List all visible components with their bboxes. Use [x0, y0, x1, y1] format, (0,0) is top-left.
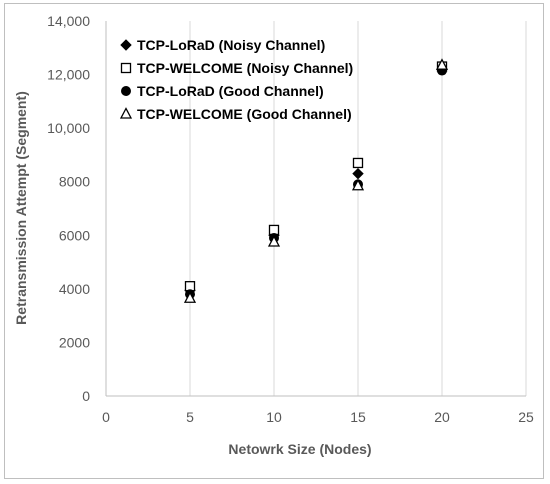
legend-marker: [120, 62, 132, 74]
y-axis-title: Retransmission Attempt (Segment): [13, 91, 29, 325]
x-tick-label: 20: [434, 409, 450, 425]
data-point: [351, 178, 365, 191]
y-tick-label: 4000: [59, 281, 90, 297]
y-tick-label: 12,000: [47, 67, 90, 83]
legend-label: TCP-WELCOME (Noisy Channel): [137, 60, 353, 76]
grid-lines: [189, 21, 527, 396]
y-tick-label: 8000: [59, 174, 90, 190]
x-tick-label: 10: [266, 409, 282, 425]
data-point: [267, 235, 281, 247]
x-axis-title: Netowrk Size (Nodes): [228, 441, 371, 457]
legend-label: TCP-WELCOME (Good Channel): [137, 106, 352, 122]
y-tick-label: 0: [82, 388, 90, 404]
legend-marker: [119, 107, 133, 119]
legend-label: TCP-LoRaD (Noisy Channel): [137, 37, 325, 53]
legend-marker: [120, 39, 132, 51]
data-point: [183, 291, 197, 303]
data-point: [352, 157, 364, 169]
tick-labels: 0 5 10 15 20 25 0 2000 4000 6000 8000 10,000 12,000 1…: [47, 13, 534, 425]
x-tick-label: 25: [518, 409, 534, 425]
y-tick-label: 14,000: [47, 13, 90, 29]
x-tick-label: 15: [350, 409, 366, 425]
legend-marker: [121, 86, 131, 96]
legend: TCP-LoRaD (Noisy Channel) TCP-WELCOME (No…: [119, 37, 353, 122]
data-point: [352, 167, 364, 180]
x-tick-label: 0: [102, 409, 110, 425]
legend-label: TCP-LoRaD (Good Channel): [137, 83, 324, 99]
data-points: [183, 58, 449, 303]
axes: [105, 21, 526, 397]
y-tick-label: 2000: [59, 334, 90, 350]
data-point: [435, 58, 449, 70]
y-tick-label: 10,000: [47, 120, 90, 136]
y-tick-label: 6000: [59, 227, 90, 243]
x-tick-label: 5: [186, 409, 194, 425]
